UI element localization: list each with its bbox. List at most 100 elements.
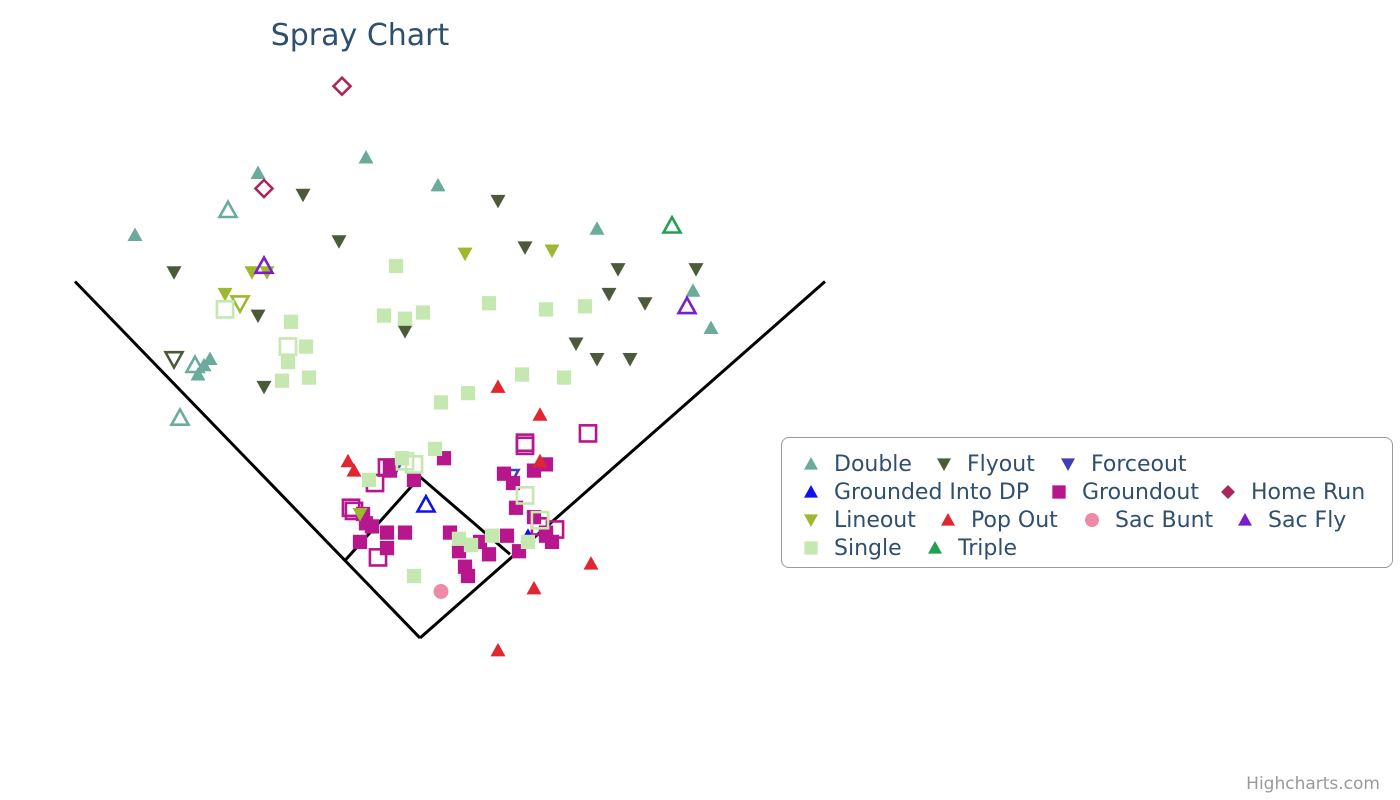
home-run-point-hollow[interactable] <box>253 178 275 199</box>
flyout-point[interactable] <box>568 337 584 352</box>
groundout-point-hollow[interactable] <box>515 433 535 453</box>
lineout-point[interactable] <box>457 247 473 262</box>
single-point[interactable] <box>433 395 449 410</box>
groundout-point-hollow[interactable] <box>377 458 397 477</box>
pop-out-point[interactable] <box>346 463 362 477</box>
single-point[interactable] <box>481 296 497 311</box>
legend-item-double[interactable]: Double <box>802 451 912 477</box>
grounded-into-dp-point-hollow[interactable] <box>415 493 437 513</box>
pop-out-point[interactable] <box>532 407 548 421</box>
triple-point-hollow[interactable] <box>661 214 683 234</box>
single-point-hollow[interactable] <box>530 510 550 530</box>
sac-bunt-point[interactable] <box>433 584 449 599</box>
single-point[interactable] <box>577 299 593 314</box>
double-point-hollow[interactable] <box>217 199 239 219</box>
pop-out-point[interactable] <box>532 453 548 468</box>
double-point[interactable] <box>190 367 206 381</box>
legend-item-flyout[interactable]: Flyout <box>935 451 1035 477</box>
flyout-point[interactable] <box>256 380 272 395</box>
lineout-point[interactable] <box>544 244 560 259</box>
double-point[interactable] <box>685 283 701 297</box>
single-point[interactable] <box>274 373 290 388</box>
single-point[interactable] <box>538 302 554 317</box>
legend-item-triple[interactable]: Triple <box>926 535 1017 561</box>
double-point[interactable] <box>703 320 719 335</box>
legend-item-sac-fly[interactable]: Sac Fly <box>1236 507 1346 533</box>
single-point[interactable] <box>301 370 317 385</box>
pop-out-point[interactable] <box>490 642 506 657</box>
double-point[interactable] <box>202 351 218 366</box>
single-point[interactable] <box>388 258 404 274</box>
single-point[interactable] <box>514 367 530 382</box>
groundout-point[interactable] <box>460 568 476 584</box>
flyout-point[interactable] <box>610 263 626 277</box>
flyout-point[interactable] <box>637 297 653 311</box>
single-point[interactable] <box>415 305 431 320</box>
pop-out-point[interactable] <box>526 580 542 595</box>
groundout-point-hollow[interactable] <box>368 548 388 567</box>
single-point-hollow[interactable] <box>515 486 535 505</box>
single-point[interactable] <box>397 311 413 326</box>
flyout-point[interactable] <box>601 287 617 302</box>
sac-fly-point-hollow[interactable] <box>253 254 275 275</box>
legend-item-lineout[interactable]: Lineout <box>802 507 916 533</box>
groundout-point[interactable] <box>382 463 398 478</box>
legend-item-home-run[interactable]: Home Run <box>1219 479 1365 505</box>
groundout-point[interactable] <box>481 547 497 562</box>
lineout-point[interactable] <box>217 287 233 302</box>
single-point[interactable] <box>283 314 299 329</box>
flyout-point-hollow[interactable] <box>163 350 185 371</box>
legend-item-pop-out[interactable]: Pop Out <box>939 507 1058 533</box>
groundout-point[interactable] <box>499 528 515 543</box>
flyout-point[interactable] <box>250 309 266 324</box>
flyout-point[interactable] <box>589 353 605 367</box>
double-point[interactable] <box>250 165 266 180</box>
flyout-point[interactable] <box>166 266 182 280</box>
flyout-point[interactable] <box>331 235 347 249</box>
single-point[interactable] <box>427 441 443 457</box>
single-point[interactable] <box>460 385 476 401</box>
flyout-point[interactable] <box>490 194 506 209</box>
double-point[interactable] <box>358 150 374 164</box>
legend-item-groundout[interactable]: Groundout <box>1050 479 1199 505</box>
lineout-point[interactable] <box>352 508 368 522</box>
sac-fly-point-hollow[interactable] <box>676 295 698 315</box>
lineout-point[interactable] <box>244 266 260 280</box>
lineout-point-hollow[interactable] <box>229 295 251 315</box>
single-point[interactable] <box>298 339 314 354</box>
double-point-hollow[interactable] <box>169 406 191 426</box>
single-point[interactable] <box>406 568 422 584</box>
legend-item-sac-bunt[interactable]: Sac Bunt <box>1083 507 1213 533</box>
single-point[interactable] <box>463 537 479 553</box>
pop-out-point[interactable] <box>583 556 599 570</box>
groundout-point[interactable] <box>379 525 395 540</box>
flyout-point[interactable] <box>517 241 533 255</box>
single-point[interactable] <box>520 534 536 550</box>
groundout-point[interactable] <box>406 472 422 488</box>
groundout-point-hollow[interactable] <box>341 498 361 518</box>
flyout-point[interactable] <box>622 353 638 367</box>
groundout-point[interactable] <box>397 525 413 540</box>
single-point[interactable] <box>556 370 572 385</box>
credits-link[interactable]: Highcharts.com <box>1246 774 1380 794</box>
pop-out-point[interactable] <box>340 453 356 468</box>
groundout-point[interactable] <box>364 519 380 534</box>
double-point-hollow[interactable] <box>184 354 206 374</box>
groundout-point-hollow[interactable] <box>578 424 598 443</box>
double-point[interactable] <box>127 227 143 242</box>
single-point-hollow[interactable] <box>215 300 235 319</box>
single-point[interactable] <box>376 308 392 323</box>
single-point-hollow[interactable] <box>395 451 415 471</box>
flyout-point[interactable] <box>397 325 413 339</box>
flyout-point[interactable] <box>295 188 311 203</box>
double-point[interactable] <box>589 221 605 235</box>
single-point[interactable] <box>484 528 500 543</box>
single-point[interactable] <box>361 472 377 488</box>
legend-item-forceout[interactable]: Forceout <box>1059 451 1187 477</box>
legend-item-grounded-into-dp[interactable]: Grounded Into DP <box>802 479 1029 505</box>
single-point-hollow[interactable] <box>278 337 298 356</box>
flyout-point[interactable] <box>688 263 704 277</box>
double-point[interactable] <box>430 177 446 192</box>
legend-item-single[interactable]: Single <box>802 535 902 561</box>
groundout-point[interactable] <box>352 534 368 550</box>
